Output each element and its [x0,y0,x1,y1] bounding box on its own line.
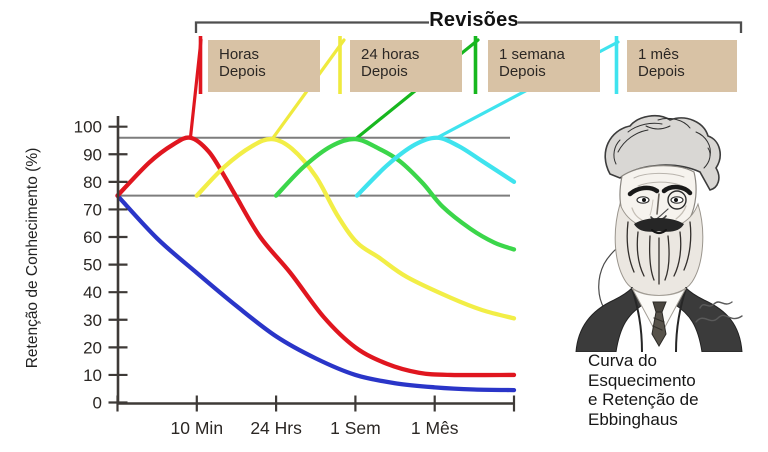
caption-line: Curva do [588,351,657,370]
revisions-bracket [194,21,743,33]
y-tick-label: 70 [83,200,102,219]
caption-line: e Retenção de [588,390,699,409]
review-box-hours-later: Horas Depois [208,40,320,92]
y-tick-label: 20 [83,338,102,357]
x-tick-label: 24 Hrs [250,418,302,438]
curve-review-1-hours-later [115,135,517,378]
x-tick-label: 10 Min [171,418,224,438]
lapel-lines [631,287,687,352]
revisions-title: Revisões [429,9,519,31]
reference-lines [118,136,510,197]
y-tick-label: 0 [93,394,102,413]
review-box-label: Depois [638,63,685,80]
cheek-lines [631,205,687,221]
curve-review-4-1-month-later [354,135,517,198]
review-box-label: Horas [219,46,260,63]
caption-line: Ebbinghaus [588,409,678,429]
curve-original-forgetting-curve [115,193,517,393]
artist-signature [695,301,743,323]
y-axis-ticks: 0 10 20 30 40 50 60 70 80 90 100 [74,118,128,413]
hair-strokes [613,117,711,169]
review-box-label: 1 semana [499,46,565,63]
hair [604,114,721,191]
y-tick-label: 10 [83,366,102,385]
x-tick-label: 1 Mês [411,418,459,438]
retention-curves [115,135,517,393]
review-color-tabs [198,36,619,94]
curve-review-2-24-hours-later [194,136,517,321]
review-box-label: Depois [499,63,546,80]
axes [116,116,515,405]
mustache [634,218,684,232]
caption-line: Esquecimento [588,370,696,390]
tie-stripes [652,317,665,331]
x-axis-ticks: 10 Min 24 Hrs 1 Sem 1 Mês [116,395,516,438]
review-box-label: Depois [361,63,408,80]
y-tick-label: 90 [83,145,102,164]
y-tick-label: 30 [83,311,102,330]
x-tick-label: 1 Sem [330,418,381,438]
review-box-1-week-later: 1 semana Depois [488,40,600,92]
y-tick-label: 100 [74,118,102,137]
y-tick-label: 40 [83,283,102,302]
monocle [667,190,687,210]
eyebrows [627,184,693,197]
ebbinghaus-portrait-sketch [575,114,743,352]
curve-review-3-1-week-later [273,136,517,252]
review-box-label: 1 mês [638,46,679,63]
y-tick-label: 50 [83,256,102,275]
suit-left-shoulder [575,287,645,352]
y-axis-label: Retenção de Conhecimento (%) [24,147,41,369]
y-tick-label: 60 [83,228,102,247]
review-box-24-hours-later: 24 horas Depois [350,40,462,92]
y-tick-label: 80 [83,173,102,192]
forehead-lines [633,172,685,187]
review-box-label: 24 horas [361,46,420,63]
review-box-label: Depois [219,63,266,80]
beard-strokes [626,221,692,285]
review-box-1-month-later: 1 mês Depois [627,40,737,92]
under-lip-shadow [650,228,668,235]
figure-caption: Curva do Esquecimento e Retenção de Ebbi… [588,351,699,429]
